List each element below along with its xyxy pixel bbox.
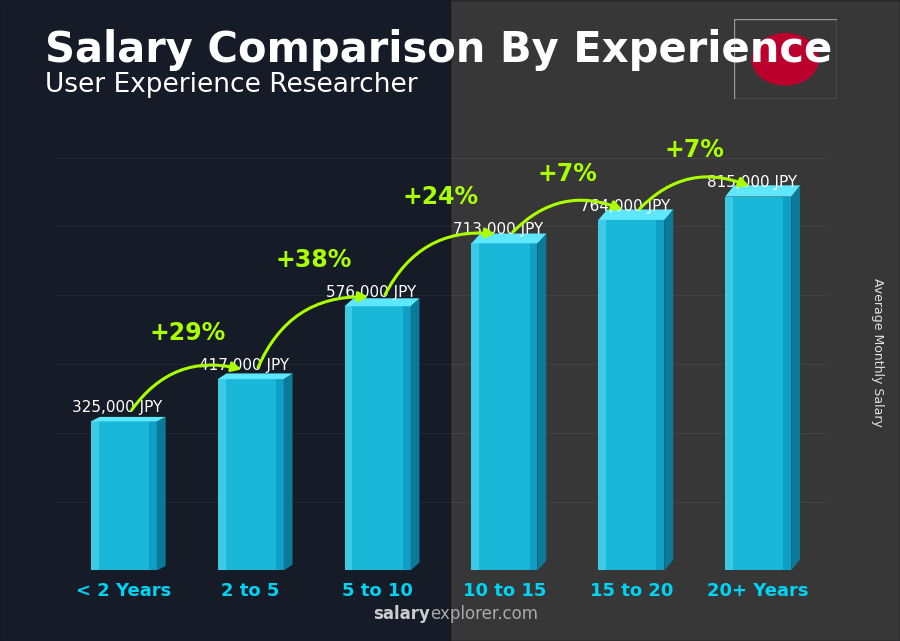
Bar (218, 379, 226, 570)
Bar (91, 421, 157, 570)
FancyArrowPatch shape (131, 363, 239, 410)
Text: +7%: +7% (538, 162, 598, 186)
Bar (148, 421, 157, 570)
FancyArrowPatch shape (385, 229, 492, 295)
Bar (275, 379, 284, 570)
Bar (0, 0, 450, 641)
Text: 325,000 JPY: 325,000 JPY (72, 400, 163, 415)
Bar (91, 421, 99, 570)
Text: Average Monthly Salary: Average Monthly Salary (871, 278, 884, 427)
Text: explorer.com: explorer.com (430, 605, 538, 623)
Text: +29%: +29% (149, 321, 225, 345)
Bar (472, 244, 480, 570)
Polygon shape (472, 233, 546, 244)
FancyArrowPatch shape (513, 200, 619, 232)
Bar (345, 306, 353, 570)
Polygon shape (218, 374, 292, 379)
FancyArrowPatch shape (640, 177, 746, 209)
Text: Salary Comparison By Experience: Salary Comparison By Experience (45, 29, 832, 71)
Bar (725, 197, 791, 570)
Polygon shape (664, 210, 673, 570)
Text: 815,000 JPY: 815,000 JPY (706, 175, 796, 190)
FancyArrowPatch shape (258, 293, 365, 367)
Text: salary: salary (374, 605, 430, 623)
Polygon shape (598, 210, 673, 220)
Bar (472, 244, 537, 570)
Polygon shape (537, 233, 546, 570)
Bar (783, 197, 791, 570)
Polygon shape (91, 417, 166, 421)
Bar (656, 220, 664, 570)
Bar (345, 306, 410, 570)
Polygon shape (345, 298, 419, 306)
Text: 576,000 JPY: 576,000 JPY (326, 285, 417, 300)
Text: +24%: +24% (403, 185, 479, 209)
Bar (218, 379, 284, 570)
Polygon shape (410, 298, 419, 570)
Bar (402, 306, 410, 570)
Circle shape (752, 33, 818, 85)
Text: User Experience Researcher: User Experience Researcher (45, 72, 418, 98)
Text: 713,000 JPY: 713,000 JPY (453, 222, 544, 237)
Bar (598, 220, 607, 570)
Text: 764,000 JPY: 764,000 JPY (580, 199, 670, 213)
Bar (598, 220, 664, 570)
Polygon shape (791, 185, 800, 570)
Text: 417,000 JPY: 417,000 JPY (199, 358, 290, 372)
Bar (450, 0, 900, 641)
Bar (529, 244, 537, 570)
Text: +7%: +7% (665, 138, 725, 162)
Polygon shape (725, 185, 800, 197)
Polygon shape (157, 417, 166, 570)
Bar (725, 197, 734, 570)
Polygon shape (284, 374, 292, 570)
Text: +38%: +38% (276, 248, 352, 272)
